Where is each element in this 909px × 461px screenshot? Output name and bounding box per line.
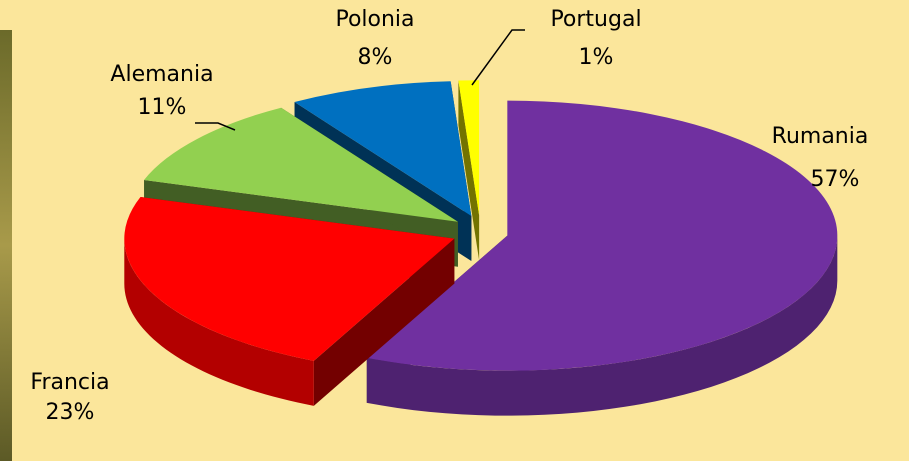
- slice-side: [124, 238, 314, 406]
- labels: Rumania 57% Francia 23% Alemania 11% Polonia 8%…: [30, 7, 868, 425]
- slice-wall: [458, 80, 480, 261]
- category-label: Rumania: [772, 124, 869, 149]
- photo-strip: [0, 30, 12, 461]
- category-label: Portugal: [550, 7, 641, 32]
- value-label: 1%: [579, 45, 614, 70]
- slice-side: [366, 235, 838, 416]
- slice: [366, 100, 838, 416]
- slice-wall: [313, 238, 455, 406]
- slice-top: [294, 81, 472, 217]
- slice-top: [458, 80, 480, 216]
- category-label: Alemania: [110, 62, 213, 87]
- value-label: 23%: [46, 400, 95, 425]
- slice-top: [366, 100, 838, 371]
- category-label: Francia: [30, 370, 109, 395]
- leader-line: [471, 29, 525, 86]
- slice: [458, 80, 480, 261]
- value-label: 11%: [138, 95, 187, 120]
- value-label: 8%: [358, 45, 393, 70]
- value-label: 57%: [811, 167, 860, 192]
- slice-top: [124, 196, 455, 361]
- slice-top: [144, 107, 458, 222]
- category-label: Polonia: [335, 7, 414, 32]
- slice: [124, 196, 455, 406]
- pie: [124, 80, 838, 416]
- leader-line: [195, 122, 236, 131]
